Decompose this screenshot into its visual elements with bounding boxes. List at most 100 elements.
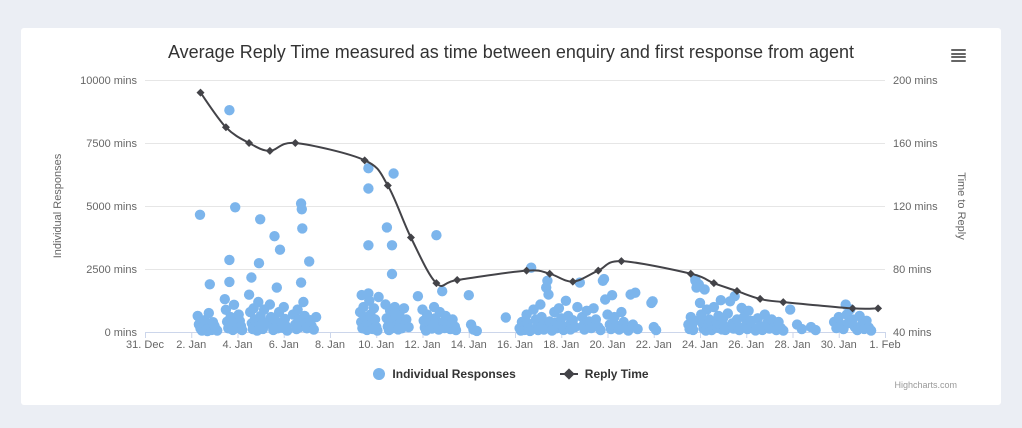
scatter-point[interactable] xyxy=(500,312,511,323)
reply-time-marker[interactable] xyxy=(568,277,577,286)
scatter-point[interactable] xyxy=(363,163,374,174)
scatter-point[interactable] xyxy=(194,209,206,220)
scatter-point[interactable] xyxy=(535,299,546,310)
reply-time-marker[interactable] xyxy=(686,269,695,278)
scatter-point[interactable] xyxy=(356,289,367,301)
scatter-point[interactable] xyxy=(463,290,474,301)
reply-time-marker[interactable] xyxy=(453,276,462,285)
scatter-point[interactable] xyxy=(228,299,240,310)
scatter-point[interactable] xyxy=(264,299,276,310)
scatter-point[interactable] xyxy=(372,325,383,336)
scatter-point[interactable] xyxy=(471,325,482,337)
scatter-point[interactable] xyxy=(204,279,215,290)
scatter-point[interactable] xyxy=(269,231,280,242)
scatter-point[interactable] xyxy=(412,291,424,302)
scatter-point[interactable] xyxy=(388,168,399,179)
reply-time-marker[interactable] xyxy=(522,266,531,275)
reply-time-marker[interactable] xyxy=(617,257,626,266)
reply-time-marker[interactable] xyxy=(594,266,603,275)
scatter-point[interactable] xyxy=(536,311,547,323)
scatter-point[interactable] xyxy=(381,222,393,233)
scatter-point[interactable] xyxy=(734,324,745,336)
scatter-point[interactable] xyxy=(810,324,821,336)
scatter-point[interactable] xyxy=(715,295,726,306)
chart-context-menu-button[interactable] xyxy=(948,46,969,64)
scatter-point[interactable] xyxy=(431,230,442,241)
reply-time-line[interactable] xyxy=(199,92,879,310)
scatter-point[interactable] xyxy=(253,296,264,308)
highcharts-credits-link[interactable]: Highcharts.com xyxy=(894,380,957,390)
reply-time-marker[interactable] xyxy=(265,146,274,155)
scatter-point[interactable] xyxy=(421,309,433,320)
scatter-point[interactable] xyxy=(278,301,289,313)
reply-time-marker[interactable] xyxy=(848,304,857,313)
reply-time-marker[interactable] xyxy=(245,139,254,147)
scatter-point[interactable] xyxy=(230,202,241,213)
scatter-point[interactable] xyxy=(203,307,214,319)
reply-time-marker[interactable] xyxy=(733,287,741,296)
scatter-point[interactable] xyxy=(630,287,641,298)
scatter-point[interactable] xyxy=(437,286,448,297)
scatter-point[interactable] xyxy=(310,311,322,323)
scatter-point[interactable] xyxy=(403,321,414,333)
reply-time-marker[interactable] xyxy=(545,269,554,278)
reply-time-marker[interactable] xyxy=(756,294,765,303)
scatter-point[interactable] xyxy=(720,324,731,336)
reply-time-marker[interactable] xyxy=(432,279,441,288)
scatter-point[interactable] xyxy=(785,304,796,315)
scatter-point[interactable] xyxy=(588,303,599,314)
scatter-point[interactable] xyxy=(691,282,702,293)
scatter-point[interactable] xyxy=(236,324,248,336)
scatter-point[interactable] xyxy=(743,305,754,316)
scatter-point[interactable] xyxy=(632,323,643,335)
scatter-point[interactable] xyxy=(296,204,307,215)
scatter-point[interactable] xyxy=(298,296,309,308)
scatter-point[interactable] xyxy=(373,291,384,303)
scatter-point[interactable] xyxy=(687,324,699,336)
scatter-point[interactable] xyxy=(647,296,658,307)
scatter-point[interactable] xyxy=(569,321,581,333)
scatter-point[interactable] xyxy=(708,301,720,313)
scatter-point[interactable] xyxy=(699,284,710,295)
legend-item-reply-time[interactable]: Reply Time xyxy=(559,367,649,381)
scatter-point[interactable] xyxy=(724,296,736,307)
scatter-point[interactable] xyxy=(689,315,700,326)
scatter-point[interactable] xyxy=(308,324,319,335)
scatter-point[interactable] xyxy=(295,277,307,288)
reply-time-marker[interactable] xyxy=(221,123,230,132)
reply-time-marker[interactable] xyxy=(874,304,883,313)
reply-time-marker[interactable] xyxy=(709,279,718,288)
reply-time-marker[interactable] xyxy=(406,233,415,242)
scatter-point[interactable] xyxy=(616,306,627,318)
scatter-point[interactable] xyxy=(386,240,398,251)
scatter-point[interactable] xyxy=(364,295,375,306)
scatter-point[interactable] xyxy=(450,324,462,336)
reply-time-marker[interactable] xyxy=(291,139,300,147)
scatter-point[interactable] xyxy=(796,323,807,335)
scatter-point[interactable] xyxy=(543,289,554,300)
reply-time-marker[interactable] xyxy=(360,156,369,165)
scatter-point[interactable] xyxy=(650,324,662,336)
scatter-point[interactable] xyxy=(598,273,610,285)
scatter-point[interactable] xyxy=(271,282,282,293)
reply-time-marker[interactable] xyxy=(196,88,205,97)
scatter-point[interactable] xyxy=(560,295,572,306)
scatter-point[interactable] xyxy=(292,304,303,315)
scatter-point[interactable] xyxy=(304,256,315,267)
scatter-point[interactable] xyxy=(386,268,398,280)
scatter-point[interactable] xyxy=(572,301,583,313)
scatter-point[interactable] xyxy=(297,223,308,234)
scatter-point[interactable] xyxy=(363,183,374,194)
reply-time-marker[interactable] xyxy=(779,298,788,307)
scatter-point[interactable] xyxy=(553,303,565,314)
scatter-point[interactable] xyxy=(274,244,286,255)
scatter-point[interactable] xyxy=(243,289,255,300)
scatter-point[interactable] xyxy=(224,254,235,266)
scatter-point[interactable] xyxy=(224,276,235,288)
scatter-point[interactable] xyxy=(595,324,606,336)
scatter-point[interactable] xyxy=(224,105,235,116)
scatter-point[interactable] xyxy=(212,325,223,336)
scatter-point[interactable] xyxy=(363,240,374,251)
scatter-point[interactable] xyxy=(219,294,230,305)
scatter-point[interactable] xyxy=(255,214,266,225)
